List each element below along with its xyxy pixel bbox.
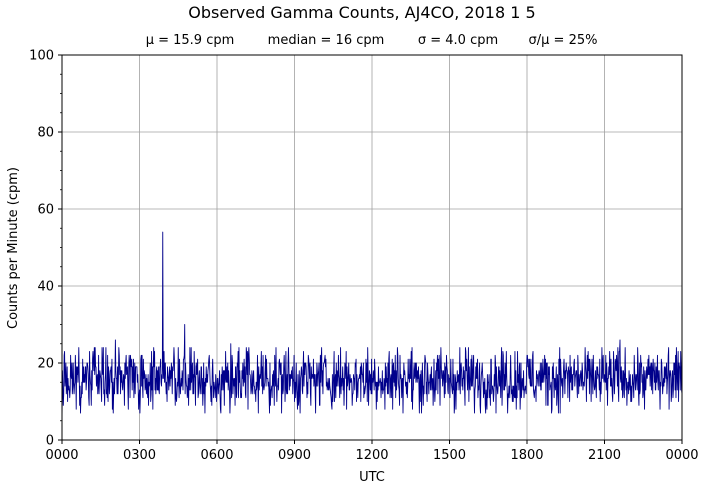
y-tick-label: 80 [37, 126, 54, 141]
x-tick-label: 2100 [588, 448, 621, 463]
y-tick-label: 40 [37, 280, 54, 295]
x-tick-label: 0900 [278, 448, 311, 463]
chart-title: Observed Gamma Counts, AJ4CO, 2018 1 5 [188, 3, 535, 22]
x-tick-label: 1500 [433, 448, 466, 463]
series-line [61, 231, 683, 421]
grid-lines [62, 55, 682, 440]
x-tick-label: 0300 [123, 448, 156, 463]
stat-median: median = 16 cpm [268, 33, 385, 48]
stat-sigma: σ = 4.0 cpm [418, 33, 498, 48]
stat-cv: σ/μ = 25% [529, 33, 598, 48]
y-tick-label: 0 [46, 434, 54, 449]
y-tick-label: 60 [37, 203, 54, 218]
x-tick-label: 0000 [45, 448, 78, 463]
x-tick-label: 1800 [510, 448, 543, 463]
y-axis-label: Counts per Minute (cpm) [6, 167, 21, 329]
x-tick-label: 0000 [665, 448, 698, 463]
x-tick-label: 0600 [200, 448, 233, 463]
y-tick-label: 100 [29, 49, 54, 64]
series-layer [61, 231, 683, 421]
axis-ticks: 0000 0300 0600 0900 1200 1500 1800 2100 00000204… [29, 49, 698, 464]
stats-row: μ = 15.9 cpm median = 16 cpm σ = 4.0 cpm… [146, 33, 598, 48]
y-tick-label: 20 [37, 357, 54, 372]
x-tick-label: 1200 [355, 448, 388, 463]
x-axis-label: UTC [359, 470, 385, 485]
stat-mean: μ = 15.9 cpm [146, 33, 235, 48]
